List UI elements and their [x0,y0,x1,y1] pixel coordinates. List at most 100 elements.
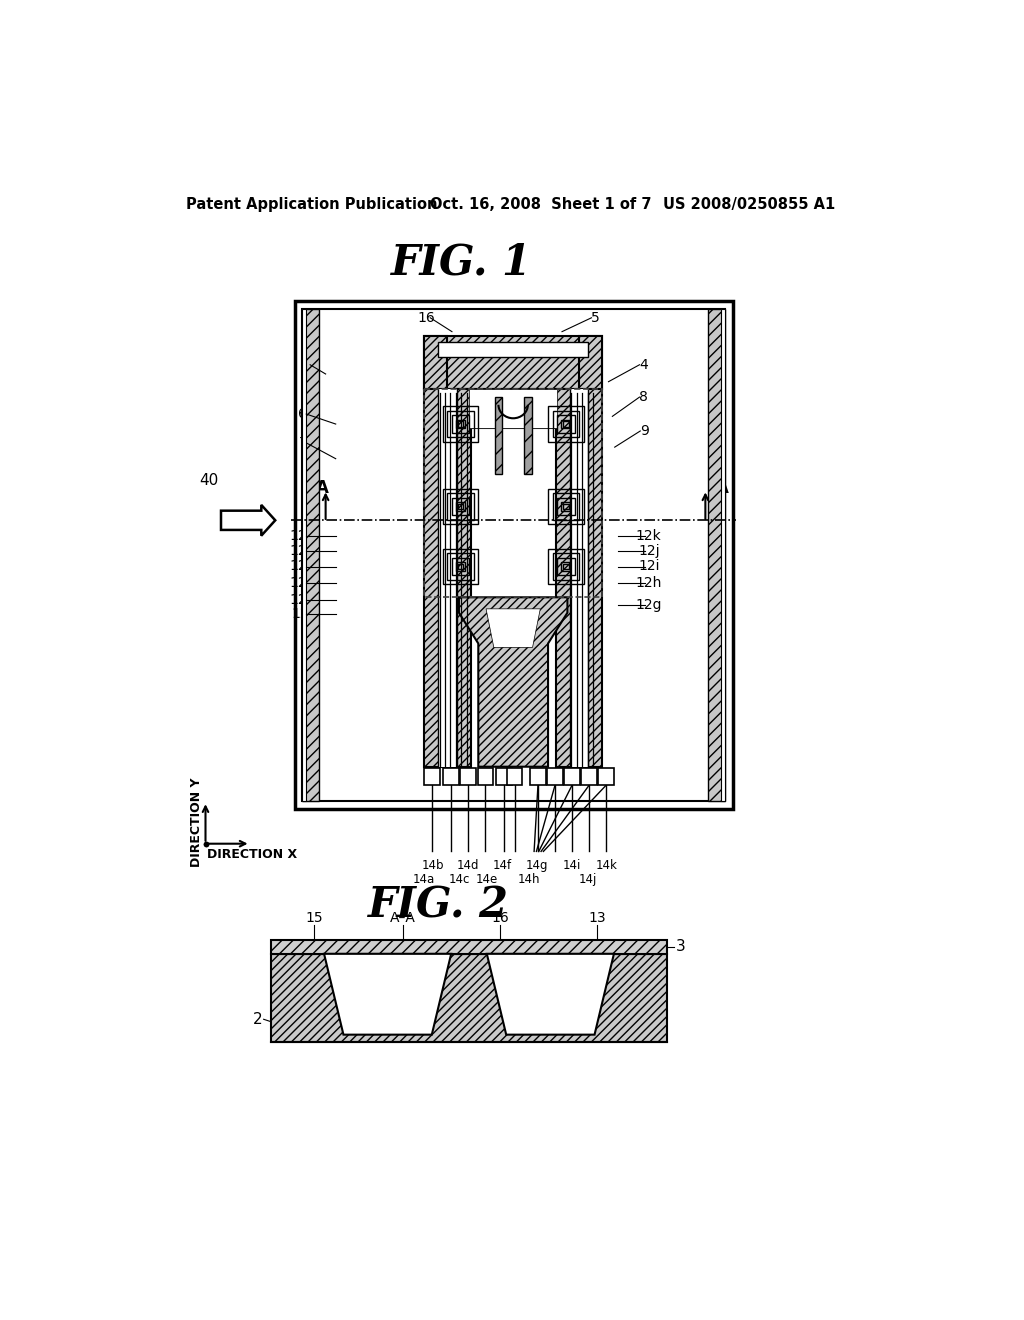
Text: 12c: 12c [290,560,315,573]
Bar [271,940,667,954]
Text: 13: 13 [588,911,605,925]
Text: 2: 2 [253,1011,262,1027]
Bar [452,557,469,576]
Text: A–A: A–A [390,911,416,925]
Text: 3: 3 [676,940,686,954]
Text: 12g: 12g [636,598,663,612]
Bar [556,389,602,767]
Bar [456,420,465,429]
Bar [507,768,522,785]
Text: 12a: 12a [289,529,315,543]
Text: 14d: 14d [457,859,479,873]
Text: 12j: 12j [638,544,659,558]
Bar [563,504,568,510]
Text: 9: 9 [640,424,648,438]
Text: Patent Application Publication: Patent Application Publication [186,197,437,213]
Polygon shape [324,954,452,1035]
Text: 12i: 12i [638,560,659,573]
Bar [548,407,584,442]
Bar [557,557,574,576]
Text: DIRECTION Y: DIRECTION Y [189,777,203,867]
Bar [442,488,478,524]
Bar [721,309,725,801]
Bar [561,502,570,511]
Bar [524,397,531,474]
Text: 8: 8 [639,391,648,404]
Bar [557,498,574,515]
Bar [271,954,667,1043]
Polygon shape [486,609,541,647]
Bar [548,488,584,524]
Bar [442,549,478,585]
Bar [708,309,725,801]
Text: US 2008/0250855 A1: US 2008/0250855 A1 [663,197,835,213]
Bar [569,389,589,767]
Bar [438,342,589,358]
Text: A: A [716,479,728,496]
Bar [530,768,546,785]
Bar [553,494,580,520]
Text: 14h: 14h [517,873,540,886]
Bar [598,768,614,785]
Bar [561,562,570,572]
Bar [295,301,732,809]
Text: 14a: 14a [413,873,435,886]
Text: 14g: 14g [525,859,548,873]
Polygon shape [486,954,614,1035]
Text: 4: 4 [639,358,648,372]
Bar [447,494,474,520]
Text: A: A [316,479,329,496]
Text: 5: 5 [591,310,600,325]
Bar [302,309,306,801]
Text: 2: 2 [302,358,310,372]
Text: 14e: 14e [476,873,498,886]
Text: 15: 15 [305,911,323,925]
Bar [302,309,725,801]
Text: FIG. 1: FIG. 1 [391,242,531,284]
Bar [495,397,503,474]
Text: 7: 7 [299,437,307,450]
Bar [458,564,463,569]
Bar [579,335,602,389]
Bar [424,335,602,389]
Text: DIRECTION X: DIRECTION X [207,847,297,861]
Bar [547,768,563,785]
Bar [564,768,580,785]
Text: 14k: 14k [595,859,617,873]
Text: 12k: 12k [636,529,662,543]
Bar [455,389,571,428]
Text: 12e: 12e [290,593,315,607]
Bar [563,421,568,426]
Text: 40: 40 [200,473,219,488]
Bar [458,504,463,510]
Text: 16: 16 [418,310,435,325]
Bar [443,768,459,785]
Bar [424,389,471,767]
FancyArrow shape [221,506,275,536]
Text: 16: 16 [492,911,509,925]
Bar [452,498,469,515]
Text: 14i: 14i [563,859,582,873]
Text: 14f: 14f [493,859,512,873]
Bar [424,389,602,597]
Bar [442,407,478,442]
Bar [477,768,493,785]
Bar [461,768,476,785]
Text: Oct. 16, 2008  Sheet 1 of 7: Oct. 16, 2008 Sheet 1 of 7 [430,197,651,213]
Bar [458,421,463,426]
Bar [563,564,568,569]
Bar [553,411,580,437]
Text: 6: 6 [298,407,307,421]
Bar [557,416,574,433]
Text: 12d: 12d [289,577,315,590]
Bar [424,768,439,785]
Bar [438,389,457,767]
Bar [553,553,580,579]
Text: FIG. 2: FIG. 2 [368,884,509,927]
Bar [469,389,557,428]
Text: 14b: 14b [422,859,444,873]
Bar [582,768,597,785]
Bar [424,335,447,389]
Text: 14c: 14c [449,873,470,886]
Text: 12b: 12b [289,544,315,558]
